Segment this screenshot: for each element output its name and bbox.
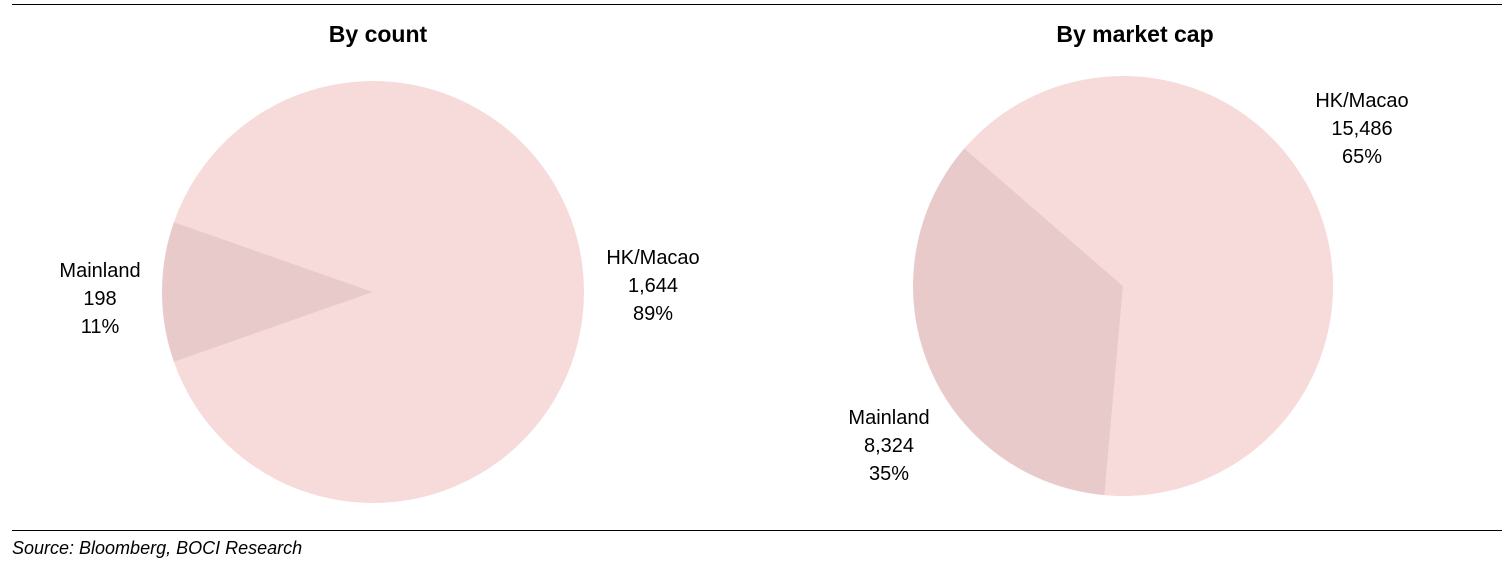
label-mainland-percent-by-market-cap: 35% — [869, 463, 909, 485]
top-rule — [12, 4, 1502, 5]
label-hk-macao-value-by-market-cap: 15,486 — [1331, 118, 1392, 140]
label-hk-macao-percent-by-market-cap: 65% — [1342, 146, 1382, 168]
label-hk-macao-name-by-market-cap: HK/Macao — [1315, 90, 1408, 112]
label-hk-macao-value-by-count: 1,644 — [628, 275, 678, 297]
label-mainland-value-by-count: 198 — [83, 288, 116, 310]
slice-mainland-by-market-cap — [913, 148, 1123, 496]
slice-mainland-by-count — [162, 222, 373, 362]
label-mainland-value-by-market-cap: 8,324 — [864, 435, 914, 457]
slice-hk-macao-by-market-cap — [964, 76, 1334, 497]
label-hk-macao-name-by-count: HK/Macao — [606, 247, 699, 269]
label-mainland-name-by-count: Mainland — [59, 260, 140, 282]
chart-title-by-count: By count — [328, 21, 428, 47]
label-hk-macao-percent-by-count: 89% — [633, 303, 673, 325]
source-note: Source: Bloomberg, BOCI Research — [12, 538, 303, 558]
chart-title-by-market-cap: By market cap — [1056, 21, 1214, 47]
bottom-rule — [12, 530, 1502, 531]
pie-by-market-cap — [913, 76, 1334, 497]
label-mainland-percent-by-count: 11% — [81, 316, 120, 338]
slice-hk-macao-by-count — [173, 81, 585, 504]
pie-by-count — [162, 81, 585, 504]
label-mainland-name-by-market-cap: Mainland — [848, 407, 929, 429]
